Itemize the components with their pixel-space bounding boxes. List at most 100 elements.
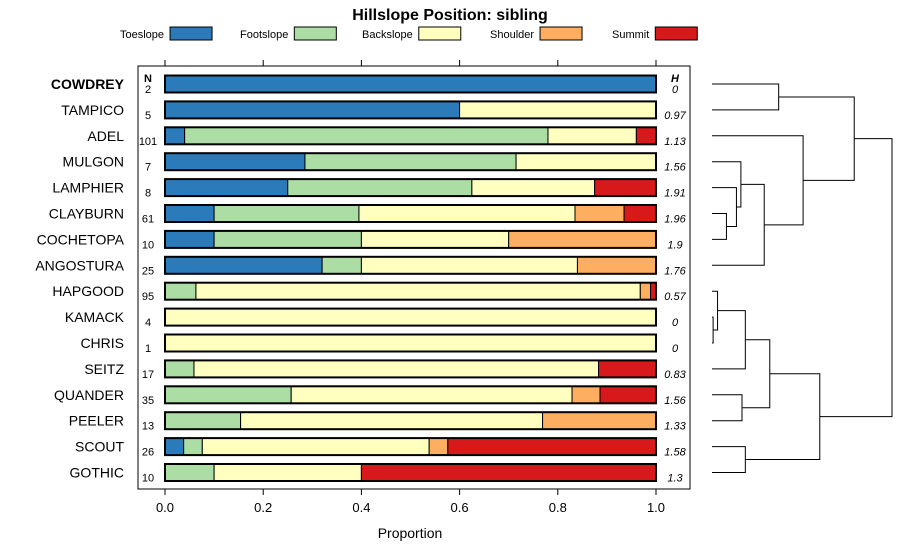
dendrogram-branch	[778, 96, 855, 181]
row-n-value: 2	[145, 84, 151, 96]
x-tick-label: 0.2	[254, 500, 272, 515]
x-tick-label: 1.0	[647, 500, 665, 515]
bar-segment-toeslope	[164, 437, 185, 456]
row-label: HAPGOOD	[52, 283, 124, 299]
bar-segment-footslope	[184, 126, 549, 145]
bar-segment-backslope	[164, 308, 657, 327]
bar-outline	[164, 385, 657, 405]
dendrogram-branch	[745, 373, 821, 461]
row-label: CHRIS	[80, 335, 124, 351]
legend-swatch-backslope	[418, 26, 462, 41]
bar-segment-backslope	[240, 411, 544, 430]
bar-segment-backslope	[459, 100, 657, 119]
row-n-value: 1	[145, 343, 151, 355]
bar-row-angostura: ANGOSTURA 25 1.76	[35, 255, 687, 277]
row-n-value: 61	[142, 214, 154, 226]
legend-swatch-toeslope	[169, 26, 213, 41]
bar-segment-footslope	[164, 411, 242, 430]
row-h-value: 1.33	[664, 421, 686, 433]
legend-swatch-summit	[654, 26, 698, 41]
legend-label-backslope: Backslope	[362, 29, 413, 41]
bar-outline	[164, 229, 657, 249]
h-column-header: H	[671, 73, 680, 85]
bar-segment-footslope	[321, 256, 362, 275]
row-label: COCHETOPA	[37, 231, 125, 247]
legend-label-shoulder: Shoulder	[490, 29, 534, 41]
bar-outline	[164, 463, 657, 482]
bar-row-quander: QUANDER 35 1.56	[54, 385, 687, 407]
bar-segment-summit	[599, 385, 657, 404]
row-h-value: 0	[672, 317, 679, 329]
row-n-value: 5	[145, 110, 151, 122]
row-n-value: 4	[145, 317, 151, 329]
bar-segment-footslope	[304, 152, 517, 171]
row-label: SEITZ	[84, 361, 124, 377]
legend-label-footslope: Footslope	[240, 29, 288, 41]
bar-segment-summit	[447, 437, 657, 456]
bar-segment-backslope	[193, 359, 600, 378]
bar-segment-backslope	[358, 204, 576, 223]
bar-segment-footslope	[183, 437, 203, 456]
bar-row-tampico: TAMPICO 5 0.97	[61, 100, 687, 122]
row-label: SCOUT	[75, 439, 124, 455]
bar-segment-summit	[598, 359, 657, 378]
bar-segment-shoulder	[542, 411, 657, 430]
row-label: ANGOSTURA	[35, 257, 124, 273]
dendrogram-branch	[712, 446, 746, 473]
bar-segment-toeslope	[164, 204, 215, 223]
row-n-value: 7	[145, 162, 151, 174]
bar-outline	[164, 411, 657, 431]
dendrogram-branch	[712, 310, 746, 370]
legend-label-toeslope: Toeslope	[120, 29, 164, 41]
bar-outline	[164, 307, 657, 327]
legend-label-summit: Summit	[612, 29, 649, 41]
row-label: MULGON	[63, 154, 124, 170]
legend-swatch-shoulder	[539, 26, 583, 41]
dendrogram-branch	[712, 394, 743, 422]
row-label: CLAYBURN	[49, 206, 124, 222]
bar-segment-toeslope	[164, 178, 289, 197]
bar-outline	[164, 126, 657, 146]
bar-segment-footslope	[213, 230, 362, 249]
row-h-value: 1.56	[664, 162, 686, 174]
bar-segment-shoulder	[576, 256, 657, 275]
bar-segment-shoulder	[428, 437, 449, 456]
row-h-value: 1.58	[664, 447, 686, 459]
row-h-value: 0	[672, 343, 679, 355]
row-label: GOTHIC	[70, 465, 124, 481]
row-h-value: 1.91	[664, 188, 685, 200]
row-n-value: 8	[145, 188, 151, 200]
bar-segment-shoulder	[639, 282, 652, 301]
bar-segment-footslope	[287, 178, 473, 197]
row-n-value: 10	[142, 239, 154, 251]
row-h-value: 1.13	[664, 136, 686, 148]
bar-segment-shoulder	[571, 385, 601, 404]
row-h-value: 0.83	[664, 369, 686, 381]
row-n-value: 13	[142, 421, 154, 433]
row-label: PEELER	[69, 413, 124, 429]
bar-row-gothic: GOTHIC 10 1.3	[70, 463, 684, 485]
row-h-value: 1.9	[667, 239, 682, 251]
row-label: QUANDER	[54, 387, 124, 403]
x-tick-label: 0.6	[451, 500, 469, 515]
bar-segment-backslope	[195, 282, 641, 301]
bar-outline	[164, 100, 657, 120]
bar-row-cochetopa: COCHETOPA 10 1.9	[37, 229, 683, 251]
x-axis-title: Proportion	[378, 525, 443, 541]
row-h-value: 0	[672, 84, 679, 96]
row-n-value: 25	[142, 265, 154, 277]
bar-row-adel: ADEL 101 1.13	[87, 126, 687, 148]
row-h-value: 0.97	[664, 110, 686, 122]
row-label: COWDREY	[51, 76, 125, 92]
bar-segment-backslope	[360, 256, 578, 275]
bar-outline	[164, 333, 657, 353]
dendrogram-branch	[712, 213, 727, 240]
bar-row-lamphier: LAMPHIER 8 1.91	[52, 178, 686, 200]
bar-segment-footslope	[164, 282, 197, 301]
bar-row-hapgood: HAPGOOD 95 0.57	[52, 281, 687, 303]
bar-row-kamack: KAMACK 4 0	[65, 307, 679, 329]
row-n-value: 10	[142, 473, 154, 485]
chart-title: Hillslope Position: sibling	[352, 7, 548, 24]
